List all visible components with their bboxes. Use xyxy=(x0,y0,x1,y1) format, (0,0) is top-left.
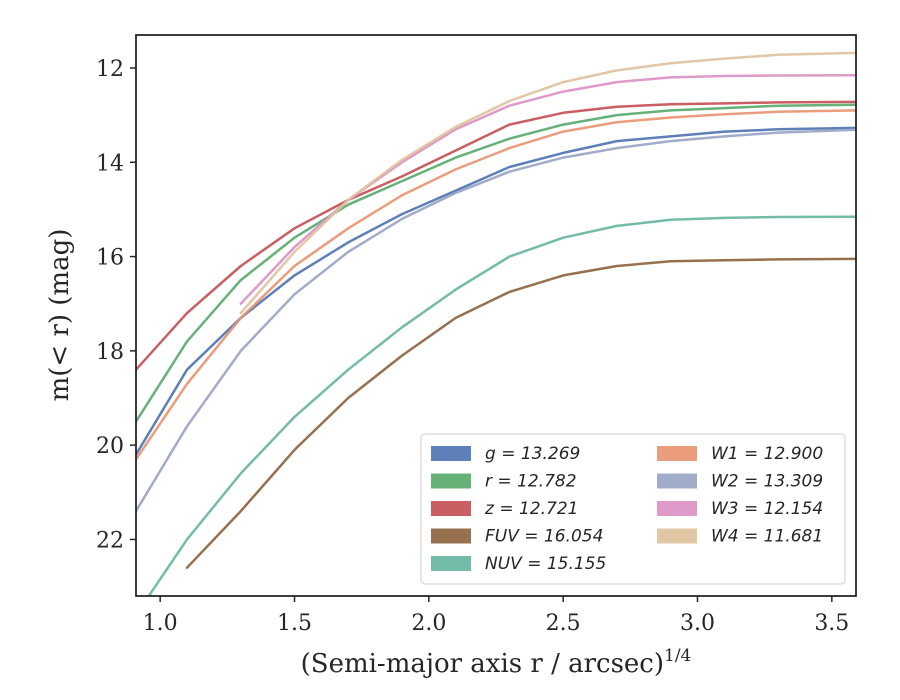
x-tick-label-2: 2.0 xyxy=(411,611,446,636)
x-tick-label-3: 2.5 xyxy=(546,611,581,636)
legend-swatch-3 xyxy=(431,528,471,544)
series-line-5 xyxy=(136,109,856,461)
y-tick-label-4: 20 xyxy=(96,434,124,459)
legend-swatch-0 xyxy=(431,446,471,461)
legend-label-5: W1 = 12.900 xyxy=(711,444,823,464)
y-tick-label-5: 22 xyxy=(96,528,124,553)
series-line-3 xyxy=(185,257,856,569)
legend-swatch-1 xyxy=(431,473,471,489)
legend-swatch-2 xyxy=(431,501,471,516)
legend-label-3: FUV = 16.054 xyxy=(485,527,603,547)
legend-frame xyxy=(420,433,846,585)
x-axis-label: (Semi-major axis r / arcsec)1/4 xyxy=(301,646,692,679)
legend-label-4: NUV = 15.155 xyxy=(485,554,606,574)
legend-label-7: W3 = 12.154 xyxy=(711,499,823,519)
legend-label-1: r = 12.782 xyxy=(485,472,577,492)
legend-swatch-4 xyxy=(431,556,471,571)
x-tick-label-5: 3.5 xyxy=(814,611,849,636)
legend-label-0: g = 13.269 xyxy=(485,444,580,464)
legend-swatch-7 xyxy=(657,501,697,516)
series-line-8 xyxy=(239,51,856,315)
legend-swatch-8 xyxy=(657,528,697,544)
series-line-2 xyxy=(136,100,856,371)
legend-swatch-5 xyxy=(657,446,697,461)
y-axis-label: m(< r) (mag) xyxy=(45,229,75,402)
x-tick-label-4: 3.0 xyxy=(680,611,715,636)
y-tick-label-0: 12 xyxy=(96,57,124,82)
y-tick-label-1: 14 xyxy=(96,151,124,176)
legend-swatch-6 xyxy=(657,473,697,489)
series-line-6 xyxy=(136,128,856,513)
x-tick-label-1: 1.5 xyxy=(277,611,312,636)
y-tick-label-2: 16 xyxy=(96,246,124,271)
series-line-4 xyxy=(147,215,856,596)
series-line-1 xyxy=(136,103,856,423)
plot-frame xyxy=(135,34,857,597)
y-tick-label-3: 18 xyxy=(96,340,124,365)
x-tick-label-0: 1.0 xyxy=(143,611,178,636)
x-axis-label-superscript: 1/4 xyxy=(664,646,691,666)
legend-label-8: W4 = 11.681 xyxy=(711,527,823,547)
legend: g = 13.269 r = 12.782 z = 12.721 FUV = 16.0… xyxy=(420,433,846,585)
legend-label-6: W2 = 13.309 xyxy=(711,472,823,492)
legend-label-2: z = 12.721 xyxy=(484,499,578,519)
